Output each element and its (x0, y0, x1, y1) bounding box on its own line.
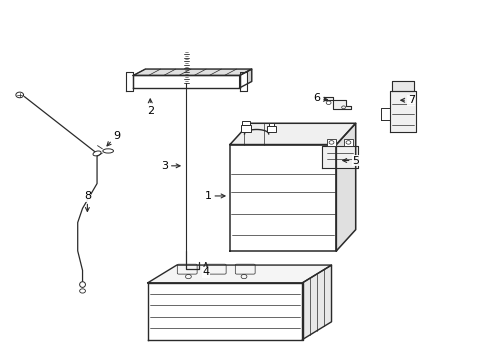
Text: 9: 9 (107, 131, 120, 146)
Polygon shape (380, 108, 389, 120)
Bar (268, 123, 274, 126)
Polygon shape (239, 72, 246, 91)
Bar (242, 121, 249, 125)
Polygon shape (391, 81, 413, 91)
Bar (326, 139, 336, 146)
Polygon shape (147, 283, 302, 339)
Circle shape (80, 289, 85, 293)
Polygon shape (133, 69, 251, 76)
Text: 1: 1 (204, 191, 224, 201)
Polygon shape (239, 69, 251, 88)
Text: 5: 5 (342, 156, 359, 166)
Ellipse shape (80, 282, 85, 287)
Polygon shape (389, 91, 415, 132)
Polygon shape (336, 123, 355, 251)
Polygon shape (126, 72, 133, 91)
Text: 8: 8 (83, 191, 91, 211)
Text: 4: 4 (202, 263, 209, 277)
Text: 6: 6 (313, 94, 327, 103)
Text: 2: 2 (146, 99, 154, 116)
Polygon shape (133, 76, 239, 88)
Polygon shape (302, 265, 331, 339)
Ellipse shape (102, 149, 113, 153)
Bar (240, 125, 251, 132)
Polygon shape (229, 145, 336, 251)
Polygon shape (321, 146, 357, 168)
Polygon shape (324, 97, 350, 109)
Bar (343, 139, 352, 146)
Bar (266, 126, 275, 132)
Text: 3: 3 (161, 161, 180, 171)
Polygon shape (229, 123, 355, 145)
Polygon shape (147, 265, 331, 283)
Ellipse shape (93, 151, 101, 156)
Text: 7: 7 (400, 95, 414, 105)
